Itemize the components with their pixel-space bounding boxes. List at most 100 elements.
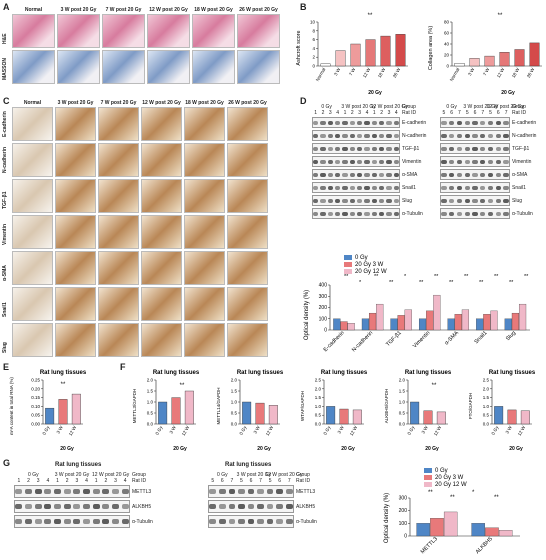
y-tick-label: 0.5 xyxy=(483,413,490,418)
blot-protein-label: TGF-β1 xyxy=(402,146,420,153)
blot-band xyxy=(448,120,455,126)
blot-band xyxy=(342,159,348,165)
y-tick-label: 300 xyxy=(399,496,408,502)
bar xyxy=(158,401,168,425)
panelC-col-label: 7 W post 20 Gy xyxy=(100,100,137,106)
legend-label: 20 Gy 12 W xyxy=(435,482,467,488)
blot-band xyxy=(218,489,226,495)
panelC-row-label: Vimentin xyxy=(2,223,8,245)
blot-band xyxy=(15,489,23,495)
blot-band xyxy=(349,198,355,204)
x-tick-label: α-SMA xyxy=(444,330,460,346)
blot-group-label: 12 W post 20 Gy xyxy=(370,104,408,110)
blot-band xyxy=(393,133,399,139)
significance: ** xyxy=(494,495,499,501)
blot-group-label: 0 Gy xyxy=(217,472,228,478)
panelA-micrograph xyxy=(57,14,100,48)
y-tick-label: 2.5 xyxy=(483,378,490,383)
y-tick-label: 1.0 xyxy=(231,400,238,405)
blot-rat-id: 7 xyxy=(504,110,508,116)
panelC-micrograph xyxy=(98,323,139,357)
blot-rat-id: 6 xyxy=(278,478,282,484)
blot-strip xyxy=(14,485,130,498)
blot-band xyxy=(276,504,283,510)
y-tick-label: 2.0 xyxy=(483,386,490,391)
blot-band xyxy=(257,504,264,510)
y-tick-label: 0.0 xyxy=(147,422,154,427)
blot-band xyxy=(313,159,319,165)
blot-band xyxy=(92,519,100,525)
blot-rat-id: 2 xyxy=(321,110,325,116)
blot-ratid-title: Rat ID xyxy=(512,110,527,116)
blot-band xyxy=(73,519,81,525)
significance: * xyxy=(404,274,407,280)
blot-protein-label: α-Tubulin xyxy=(132,518,153,525)
group-label: 20 Gy xyxy=(509,446,523,452)
blot-rat-id: 6 xyxy=(450,110,454,116)
blot-band xyxy=(327,133,333,139)
blot-band xyxy=(121,504,129,510)
blot-band xyxy=(257,489,264,495)
blot-band xyxy=(386,211,392,217)
blot-band xyxy=(349,211,355,217)
y-tick-label: 2.0 xyxy=(147,378,154,383)
blot-band xyxy=(393,211,399,217)
blot-band xyxy=(112,504,119,510)
panel-label-G: G xyxy=(3,458,11,468)
bar xyxy=(499,52,510,67)
blot-band xyxy=(357,172,363,178)
blot-band xyxy=(487,120,494,126)
blot-band xyxy=(121,489,129,495)
blot-group-label: 3 W post 20 Gy xyxy=(463,104,498,110)
blot-band xyxy=(247,504,255,510)
bar xyxy=(514,49,525,67)
blot-band xyxy=(495,120,502,126)
blot-rat-id: 2 xyxy=(27,478,30,484)
blot-band xyxy=(495,159,502,165)
bar xyxy=(397,315,405,331)
significance: ** xyxy=(432,383,437,389)
blot-band xyxy=(83,504,90,510)
bar xyxy=(171,397,181,425)
bar xyxy=(335,50,346,67)
blot-band xyxy=(464,146,470,152)
y-axis-label: m⁶A content in total RNA (%) xyxy=(9,377,14,435)
x-tick-label: 12 W xyxy=(517,424,527,436)
blot-protein-label: N-cadherin xyxy=(402,133,427,140)
legend-label: 20 Gy 3 W xyxy=(355,262,384,268)
blot-strip xyxy=(312,182,400,193)
y-tick-label: 200 xyxy=(399,508,408,514)
panelC-row-label: α-SMA xyxy=(2,265,8,281)
blot-band xyxy=(342,172,348,178)
blot-band xyxy=(320,159,326,165)
panelC-micrograph xyxy=(184,251,225,285)
blot-band xyxy=(495,185,502,191)
blot-protein-label: α-Tubulin xyxy=(402,211,423,218)
blot-band xyxy=(357,146,363,152)
blot-rat-id: 3 xyxy=(358,110,362,116)
bar xyxy=(45,407,55,425)
blot-band xyxy=(456,146,463,152)
blot-group-label: 12 W post 20 Gy xyxy=(92,472,130,478)
blot-band xyxy=(448,159,455,165)
blot-band xyxy=(112,519,119,525)
blot-group-title: Group xyxy=(402,104,416,110)
group-label: 20 Gy xyxy=(501,90,515,96)
x-tick-label: 3 W xyxy=(169,424,178,434)
blot-group-title: Group xyxy=(512,104,526,110)
blot-band xyxy=(441,159,447,165)
blot-band xyxy=(448,211,455,217)
panelC-micrograph xyxy=(55,287,96,321)
blot-band xyxy=(349,159,355,165)
blot-band xyxy=(238,519,245,525)
blot-band xyxy=(327,159,333,165)
blot-strip xyxy=(312,143,400,154)
blot-protein-label: Slug xyxy=(512,198,523,205)
x-tick-label: 0 Gy xyxy=(406,424,415,435)
blot-band xyxy=(25,489,32,495)
panelC-col-label: 18 W post 20 Gy xyxy=(185,100,224,106)
blot-band xyxy=(386,120,392,126)
bar xyxy=(395,34,406,67)
blot-band xyxy=(44,504,52,510)
y-tick-label: 0.25 xyxy=(31,378,40,383)
